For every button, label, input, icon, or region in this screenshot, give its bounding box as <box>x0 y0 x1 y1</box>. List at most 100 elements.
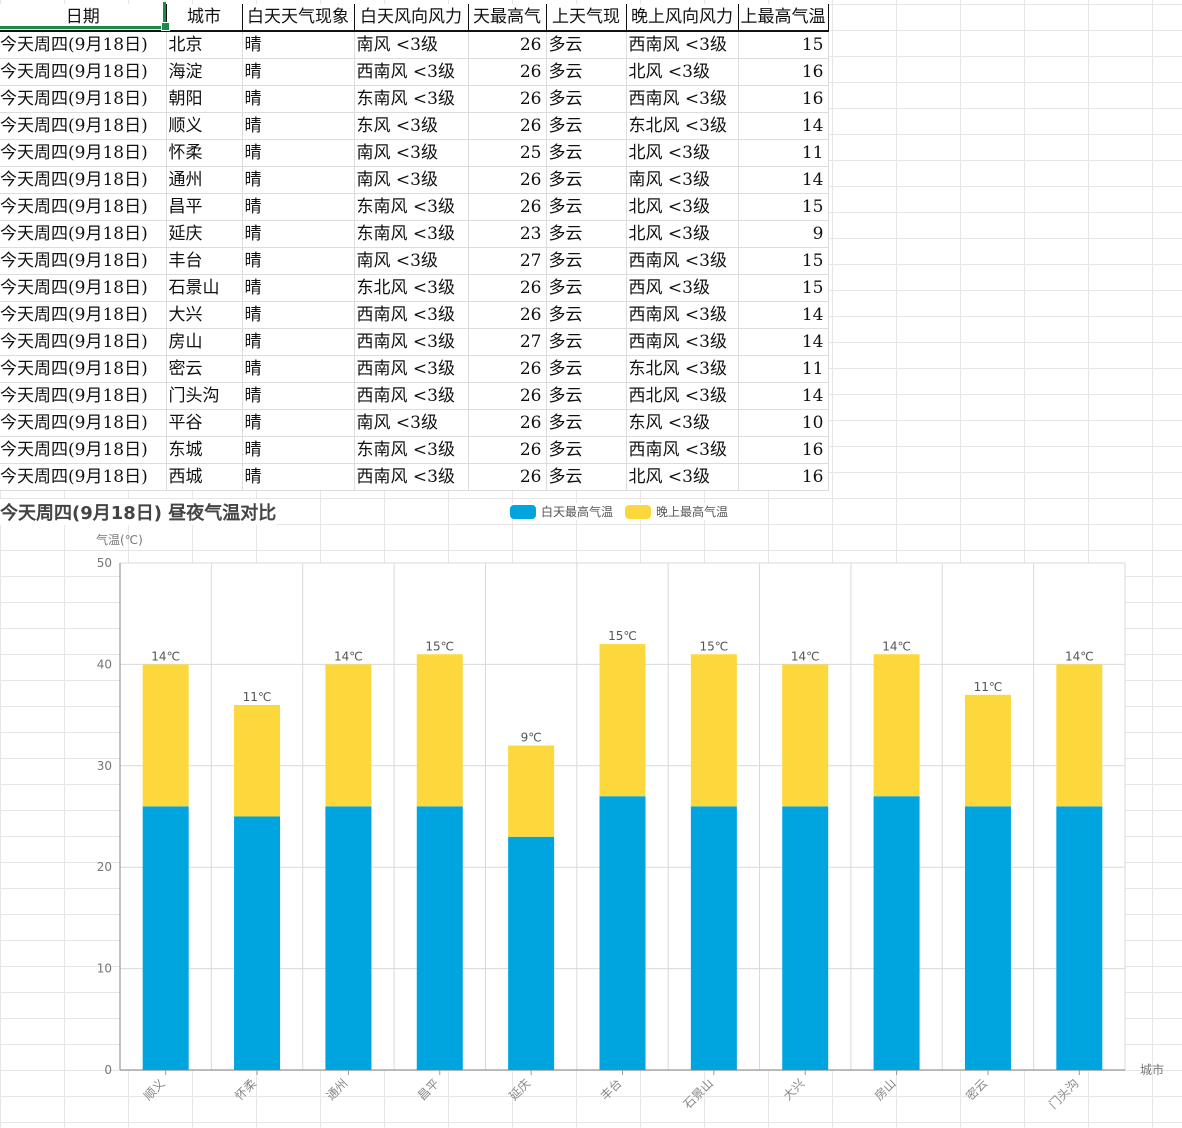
table-cell[interactable]: 27 <box>468 247 547 275</box>
table-cell[interactable]: 房山 <box>166 328 243 356</box>
table-cell[interactable]: 南风 <3级 <box>354 139 469 167</box>
table-cell[interactable]: 今天周四(9月18日) <box>0 409 167 437</box>
table-cell[interactable]: 西南风 <3级 <box>354 355 469 383</box>
table-cell[interactable]: 海淀 <box>166 58 243 86</box>
table-cell[interactable]: 北风 <3级 <box>626 193 739 221</box>
bar-day[interactable] <box>416 806 463 1070</box>
table-cell[interactable]: 26 <box>468 112 547 140</box>
table-cell[interactable]: 15 <box>738 274 829 302</box>
column-header-1[interactable]: 城市 <box>166 4 243 32</box>
table-cell[interactable]: 今天周四(9月18日) <box>0 85 167 113</box>
bar-day[interactable] <box>782 806 829 1070</box>
table-cell[interactable]: 门头沟 <box>166 382 243 410</box>
table-cell[interactable]: 北风 <3级 <box>626 139 739 167</box>
table-cell[interactable]: 西北风 <3级 <box>626 382 739 410</box>
table-cell[interactable]: 11 <box>738 139 829 167</box>
table-cell[interactable]: 多云 <box>546 436 627 464</box>
table-cell[interactable]: 14 <box>738 301 829 329</box>
table-cell[interactable]: 西南风 <3级 <box>354 382 469 410</box>
table-cell[interactable]: 26 <box>468 193 547 221</box>
table-cell[interactable]: 北风 <3级 <box>626 220 739 248</box>
table-cell[interactable]: 多云 <box>546 220 627 248</box>
table-cell[interactable]: 今天周四(9月18日) <box>0 220 167 248</box>
table-cell[interactable]: 西南风 <3级 <box>626 85 739 113</box>
table-cell[interactable]: 多云 <box>546 409 627 437</box>
table-cell[interactable]: 晴 <box>242 220 355 248</box>
table-cell[interactable]: 26 <box>468 409 547 437</box>
column-header-5[interactable]: 上天气现 <box>546 4 627 32</box>
table-cell[interactable]: 顺义 <box>166 112 243 140</box>
table-cell[interactable]: 晴 <box>242 139 355 167</box>
table-cell[interactable]: 16 <box>738 436 829 464</box>
table-cell[interactable]: 16 <box>738 58 829 86</box>
table-cell[interactable]: 14 <box>738 112 829 140</box>
table-cell[interactable]: 大兴 <box>166 301 243 329</box>
table-cell[interactable]: 怀柔 <box>166 139 243 167</box>
table-cell[interactable]: 10 <box>738 409 829 437</box>
column-header-4[interactable]: 天最高气 <box>468 4 547 32</box>
table-cell[interactable]: 15 <box>738 193 829 221</box>
column-header-7[interactable]: 上最高气温 <box>738 4 829 32</box>
table-cell[interactable]: 多云 <box>546 193 627 221</box>
table-cell[interactable]: 西南风 <3级 <box>626 247 739 275</box>
table-cell[interactable]: 东南风 <3级 <box>354 193 469 221</box>
table-cell[interactable]: 多云 <box>546 139 627 167</box>
table-cell[interactable]: 14 <box>738 166 829 194</box>
table-cell[interactable]: 晴 <box>242 355 355 383</box>
table-cell[interactable]: 多云 <box>546 301 627 329</box>
table-cell[interactable]: 今天周四(9月18日) <box>0 58 167 86</box>
table-cell[interactable]: 26 <box>468 58 547 86</box>
table-cell[interactable]: 26 <box>468 382 547 410</box>
bar-night[interactable] <box>964 694 1011 807</box>
table-cell[interactable]: 26 <box>468 31 547 59</box>
table-cell[interactable]: 南风 <3级 <box>354 409 469 437</box>
table-cell[interactable]: 今天周四(9月18日) <box>0 355 167 383</box>
table-cell[interactable]: 27 <box>468 328 547 356</box>
table-cell[interactable]: 14 <box>738 328 829 356</box>
table-cell[interactable]: 东南风 <3级 <box>354 220 469 248</box>
table-cell[interactable]: 西风 <3级 <box>626 274 739 302</box>
table-cell[interactable]: 26 <box>468 436 547 464</box>
bar-night[interactable] <box>508 745 555 837</box>
table-cell[interactable]: 26 <box>468 301 547 329</box>
table-cell[interactable]: 西南风 <3级 <box>626 31 739 59</box>
table-cell[interactable]: 通州 <box>166 166 243 194</box>
table-cell[interactable]: 晴 <box>242 274 355 302</box>
bar-night[interactable] <box>1056 664 1103 807</box>
table-cell[interactable]: 16 <box>738 85 829 113</box>
table-cell[interactable]: 多云 <box>546 274 627 302</box>
table-cell[interactable]: 多云 <box>546 247 627 275</box>
table-cell[interactable]: 西南风 <3级 <box>626 436 739 464</box>
table-cell[interactable]: 今天周四(9月18日) <box>0 436 167 464</box>
bar-night[interactable] <box>873 654 920 797</box>
table-cell[interactable]: 西南风 <3级 <box>354 463 469 491</box>
table-cell[interactable]: 东南风 <3级 <box>354 85 469 113</box>
table-cell[interactable]: 南风 <3级 <box>354 166 469 194</box>
table-cell[interactable]: 西南风 <3级 <box>626 328 739 356</box>
table-cell[interactable]: 晴 <box>242 247 355 275</box>
table-cell[interactable]: 今天周四(9月18日) <box>0 274 167 302</box>
table-cell[interactable]: 多云 <box>546 382 627 410</box>
table-cell[interactable]: 西南风 <3级 <box>354 58 469 86</box>
table-cell[interactable]: 晴 <box>242 85 355 113</box>
bar-night[interactable] <box>416 654 463 807</box>
bar-night[interactable] <box>782 664 829 807</box>
table-cell[interactable]: 北风 <3级 <box>626 58 739 86</box>
table-cell[interactable]: 昌平 <box>166 193 243 221</box>
table-cell[interactable]: 今天周四(9月18日) <box>0 193 167 221</box>
table-cell[interactable]: 今天周四(9月18日) <box>0 31 167 59</box>
table-cell[interactable]: 多云 <box>546 112 627 140</box>
bar-day[interactable] <box>234 816 281 1071</box>
table-cell[interactable]: 西城 <box>166 463 243 491</box>
column-header-2[interactable]: 白天天气现象 <box>242 4 355 32</box>
table-cell[interactable]: 多云 <box>546 328 627 356</box>
table-cell[interactable]: 西南风 <3级 <box>626 301 739 329</box>
table-cell[interactable]: 11 <box>738 355 829 383</box>
table-cell[interactable]: 晴 <box>242 193 355 221</box>
table-cell[interactable]: 晴 <box>242 463 355 491</box>
bar-day[interactable] <box>599 796 646 1070</box>
table-cell[interactable]: 今天周四(9月18日) <box>0 112 167 140</box>
table-cell[interactable]: 16 <box>738 463 829 491</box>
table-cell[interactable]: 26 <box>468 274 547 302</box>
table-cell[interactable]: 晴 <box>242 31 355 59</box>
